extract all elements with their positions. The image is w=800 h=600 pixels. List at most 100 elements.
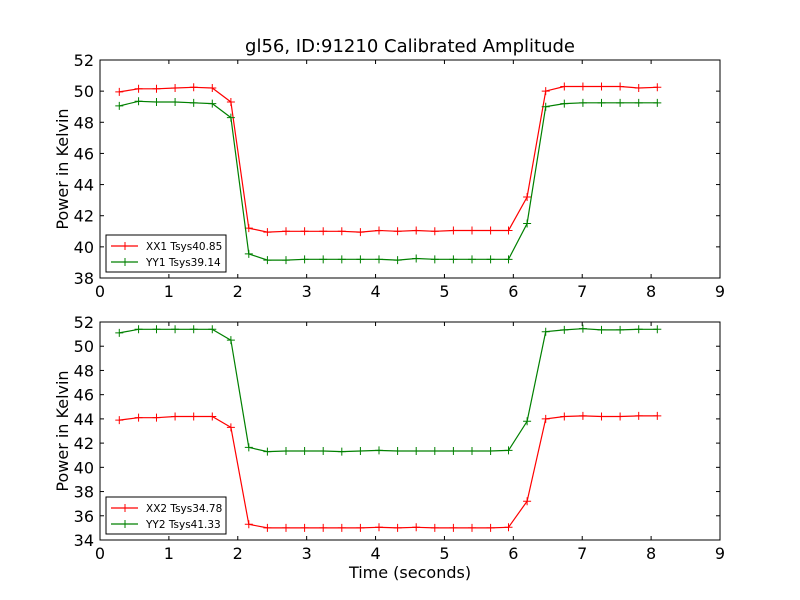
data-point <box>244 249 253 258</box>
data-point <box>263 256 272 265</box>
data-point <box>152 325 161 334</box>
y-tick-label: 52 <box>74 313 94 332</box>
data-point <box>449 523 458 532</box>
data-point <box>282 446 290 455</box>
data-point <box>189 83 198 92</box>
x-tick-label: 8 <box>646 282 656 301</box>
x-tick-label: 7 <box>577 544 587 563</box>
data-point <box>356 446 365 455</box>
data-point <box>578 82 587 91</box>
data-point <box>189 98 198 107</box>
data-point <box>653 325 662 334</box>
legend-box <box>105 234 227 273</box>
data-point <box>653 98 662 107</box>
x-tick-label: 3 <box>302 282 312 301</box>
data-point <box>541 102 550 111</box>
x-tick-label: 5 <box>439 544 449 563</box>
y-tick-label: 36 <box>74 507 94 526</box>
data-point <box>597 82 606 91</box>
y-tick-label: 44 <box>74 410 94 429</box>
data-point <box>375 226 383 235</box>
series-2 <box>115 324 662 456</box>
data-point <box>115 328 124 337</box>
y-tick-label: 38 <box>74 269 94 288</box>
y-tick-label: 42 <box>74 207 94 226</box>
data-point <box>208 412 217 421</box>
series-line <box>119 85 658 233</box>
data-point <box>134 413 143 422</box>
data-point <box>653 83 662 92</box>
legend-entry: XX1 Tsys40.85 <box>111 241 222 253</box>
legend-marker <box>121 520 129 528</box>
plot-frame <box>99 321 721 541</box>
data-point <box>449 226 458 235</box>
data-point <box>337 227 346 236</box>
data-point <box>337 447 346 456</box>
data-point <box>171 98 180 107</box>
data-point <box>208 84 217 93</box>
data-point <box>504 523 513 532</box>
data-point <box>375 446 383 455</box>
x-tick-label: 9 <box>715 544 725 563</box>
data-point <box>412 523 421 532</box>
x-tick-label: 6 <box>508 544 518 563</box>
y-tick-label: 42 <box>74 434 94 453</box>
data-point <box>356 228 365 237</box>
data-point <box>468 226 476 235</box>
data-point <box>393 227 402 236</box>
data-point <box>263 228 272 237</box>
legend-label: YY1 Tsys39.14 <box>145 257 221 269</box>
data-point <box>244 520 253 529</box>
data-point <box>263 447 272 456</box>
data-point <box>337 523 346 532</box>
data-point <box>393 446 402 455</box>
data-point <box>634 84 643 93</box>
plot-frame <box>99 59 721 279</box>
data-point <box>226 113 235 122</box>
data-point <box>468 446 476 455</box>
data-point <box>430 227 439 236</box>
data-point <box>430 446 439 455</box>
y-tick-label: 40 <box>74 238 94 257</box>
data-point <box>634 98 643 107</box>
data-point <box>616 325 625 334</box>
data-point <box>319 523 328 532</box>
data-point <box>597 412 606 421</box>
data-point <box>578 324 587 333</box>
data-point <box>300 255 309 264</box>
data-point <box>486 446 495 455</box>
data-point <box>430 523 439 532</box>
data-point <box>523 193 532 202</box>
data-point <box>152 98 161 107</box>
x-tick-label: 6 <box>508 282 518 301</box>
y-axis-label: Power in Kelvin <box>53 108 72 229</box>
data-point <box>560 99 569 108</box>
data-point <box>319 255 328 264</box>
x-tick-label: 8 <box>646 544 656 563</box>
data-point <box>597 98 606 107</box>
data-point <box>134 97 143 106</box>
data-point <box>523 417 532 426</box>
data-point <box>541 87 550 96</box>
data-point <box>653 411 662 420</box>
x-tick-label: 4 <box>370 544 380 563</box>
data-point <box>152 84 161 93</box>
x-tick-label: 0 <box>95 282 105 301</box>
data-point <box>468 255 476 264</box>
legend-label: XX2 Tsys34.78 <box>146 503 222 515</box>
legend-entry: YY2 Tsys41.33 <box>111 519 221 531</box>
x-tick-label: 1 <box>164 544 174 563</box>
series-line <box>119 328 658 453</box>
data-point <box>300 523 309 532</box>
data-point <box>282 256 290 265</box>
data-point <box>319 227 328 236</box>
y-tick-label: 44 <box>74 176 94 195</box>
data-point <box>616 98 625 107</box>
x-tick-label: 2 <box>233 282 243 301</box>
data-point <box>486 255 495 264</box>
x-tick-label: 3 <box>302 544 312 563</box>
legend-marker <box>121 258 129 266</box>
data-point <box>393 523 402 532</box>
